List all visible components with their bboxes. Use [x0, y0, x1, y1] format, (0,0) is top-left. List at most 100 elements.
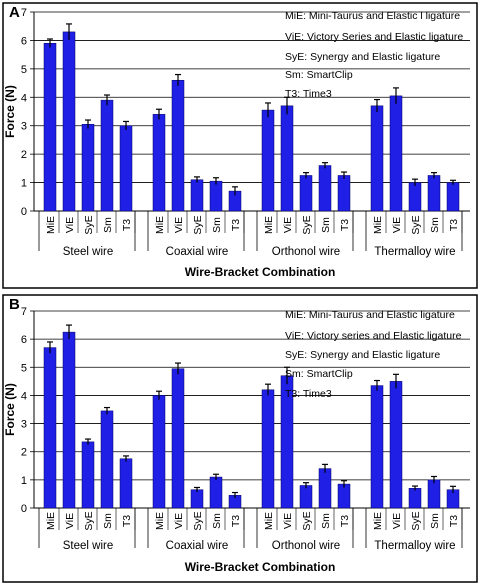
category-label: Sm — [429, 513, 441, 529]
category-label: T3 — [121, 515, 133, 527]
category-label: ViE — [173, 513, 185, 529]
bar — [209, 476, 223, 509]
legend-entry: ViE: Victory Series and Elastic ligature — [285, 31, 463, 43]
category-label: ViE — [282, 513, 294, 529]
category-label: MiE — [263, 216, 275, 234]
bar — [43, 347, 57, 509]
y-tick-label: 6 — [21, 35, 27, 47]
bar — [152, 114, 166, 212]
group-label: Steel wire — [63, 540, 114, 552]
x-axis-label: Wire-Bracket Combination — [185, 560, 336, 574]
chart-panel-a: A 0 1 2 3 4 5 6 7 Force (N) MiE ViE SyE Sm T3 Steel wir… — [2, 2, 478, 289]
bar — [261, 109, 275, 212]
y-tick-label: 6 — [21, 334, 27, 346]
category-label: ViE — [64, 217, 76, 233]
bar — [389, 381, 403, 509]
category-label: T3 — [339, 515, 351, 527]
bar — [299, 175, 313, 212]
bar — [318, 165, 332, 212]
group-label: Coaxial wire — [166, 540, 229, 552]
y-tick-label: 3 — [21, 419, 27, 431]
y-axis-label: Force (N) — [3, 383, 17, 436]
category-label: T3 — [448, 219, 460, 231]
category-label: SyE — [192, 215, 204, 234]
bar — [261, 389, 275, 509]
bar — [318, 468, 332, 509]
category-label: T3 — [121, 219, 133, 231]
bar — [190, 179, 204, 212]
bar — [152, 395, 166, 509]
category-label: Sm — [211, 513, 223, 529]
panel-label: B — [9, 296, 20, 313]
category-label: SyE — [410, 215, 422, 234]
group-label: Thermalloy wire — [374, 540, 455, 552]
y-tick-label: 0 — [21, 503, 27, 515]
bar — [171, 79, 185, 212]
category-label: Sm — [320, 217, 332, 233]
y-tick-label: 1 — [21, 475, 27, 487]
category-label: ViE — [391, 513, 403, 529]
y-tick-label: 7 — [21, 306, 27, 318]
bar — [280, 105, 294, 212]
category-label: ViE — [173, 217, 185, 233]
category-label: MiE — [372, 512, 384, 530]
y-tick-label: 4 — [21, 92, 27, 104]
bar — [370, 105, 384, 212]
bar — [408, 182, 422, 212]
bar — [209, 180, 223, 212]
group-label: Steel wire — [63, 246, 114, 258]
bar — [389, 95, 403, 212]
group-label: Orthonol wire — [272, 246, 340, 258]
y-axis-label: Force (N) — [3, 85, 17, 138]
chart-panel-b: B 0 1 2 3 4 5 6 7 Force (N) MiE ViE SyE Sm T3 Steel wir… — [2, 294, 478, 583]
category-label: Sm — [320, 513, 332, 529]
bar — [119, 125, 133, 212]
group-label: Coaxial wire — [166, 246, 229, 258]
bar — [408, 488, 422, 509]
legend-entry: MiE: Mini-Taurus and Elastic l ligature — [285, 10, 460, 22]
y-tick-label: 1 — [21, 178, 27, 190]
bar — [81, 124, 95, 212]
legend-entry: MiE: Mini-Taurus and Elastic ligature — [285, 309, 455, 321]
bar — [62, 31, 76, 212]
category-label: Sm — [102, 513, 114, 529]
bar — [299, 485, 313, 509]
category-label: MiE — [263, 512, 275, 530]
category-label: SyE — [301, 215, 313, 234]
bar — [370, 385, 384, 509]
y-tick-label: 7 — [21, 7, 27, 19]
group-label: Orthonol wire — [272, 540, 340, 552]
bar — [427, 175, 441, 212]
y-tick-label: 5 — [21, 64, 27, 76]
category-label: SyE — [410, 511, 422, 530]
bar — [81, 441, 95, 509]
bar — [43, 43, 57, 212]
group-label: Thermalloy wire — [374, 246, 455, 258]
bar — [100, 410, 114, 509]
category-label: Sm — [211, 217, 223, 233]
category-label: ViE — [391, 217, 403, 233]
category-label: ViE — [64, 513, 76, 529]
category-label: T3 — [448, 515, 460, 527]
y-tick-label: 4 — [21, 390, 27, 402]
bar — [427, 479, 441, 509]
category-label: MiE — [154, 512, 166, 530]
y-tick-label: 0 — [21, 206, 27, 218]
bar — [337, 483, 351, 509]
legend-entry: T3: Time3 — [285, 88, 332, 100]
bar — [119, 458, 133, 509]
category-label: T3 — [230, 219, 242, 231]
category-label: SyE — [301, 511, 313, 530]
legend-entry: T3: Time3 — [285, 388, 332, 400]
bar — [171, 368, 185, 509]
category-label: Sm — [102, 217, 114, 233]
category-label: MiE — [45, 216, 57, 234]
x-axis-label: Wire-Bracket Combination — [185, 265, 336, 279]
legend-entry: Sm: SmartClip — [285, 69, 353, 81]
category-label: SyE — [83, 511, 95, 530]
legend-entry: ViE: Victory series and Elastic ligature — [285, 330, 462, 342]
category-label: MiE — [154, 216, 166, 234]
category-label: SyE — [83, 215, 95, 234]
legend-entry: SyE: Synergy and Elastic ligature — [285, 349, 440, 361]
